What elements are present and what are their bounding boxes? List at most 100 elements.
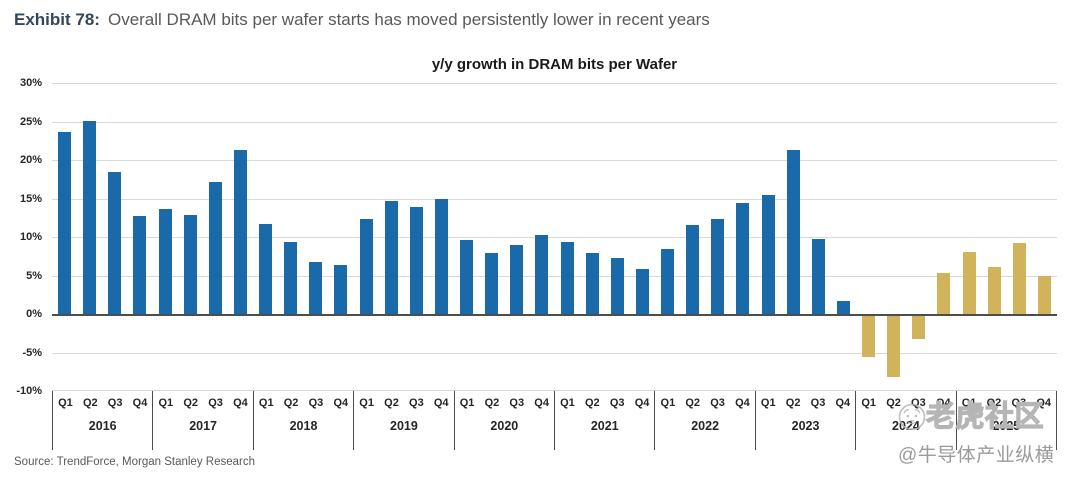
x-tick-label: Q4 — [333, 397, 349, 409]
x-tick-label: Q2 — [986, 397, 1002, 409]
x-tick-label: Q2 — [685, 397, 701, 409]
gridline — [52, 198, 1057, 200]
x-tick-label: Q1 — [861, 397, 877, 409]
x-tick-label: Q1 — [459, 397, 475, 409]
x-tick-label: Q1 — [58, 397, 73, 409]
year-group-2021: Q1 Q2 Q3 Q4 2021 — [554, 391, 654, 450]
year-label: 2020 — [490, 419, 519, 433]
gridline — [52, 352, 1057, 354]
year-label: 2022 — [691, 419, 720, 433]
bar-2024-Q1 — [862, 316, 876, 357]
x-tick-label: Q1 — [760, 397, 776, 409]
year-group-2023: Q1 Q2 Q3 Q4 2023 — [754, 391, 855, 450]
bar-2019-Q1 — [359, 218, 373, 314]
y-axis-label: 25% — [19, 115, 42, 128]
year-group-2018: Q1 Q2 Q3 Q4 2018 — [252, 391, 353, 450]
y-axis-label: 20% — [19, 154, 42, 166]
bar-2021-Q2 — [585, 253, 599, 314]
bar-2025-Q1 — [962, 251, 976, 314]
x-tick-label: Q4 — [534, 397, 549, 409]
x-tick-label: Q2 — [384, 397, 399, 409]
x-tick-label: Q3 — [208, 397, 223, 409]
exhibit-title: Overall DRAM bits per wafer starts has m… — [107, 10, 710, 29]
quarter-labels-row: Q1 Q2 Q3 Q4 — [856, 397, 955, 409]
x-tick-label: Q3 — [1011, 397, 1027, 409]
x-tick-label: Q4 — [1036, 397, 1051, 409]
x-tick-label: Q3 — [308, 397, 324, 409]
y-axis-label: -5% — [22, 346, 42, 359]
chart-title: y/y growth in DRAM bits per Wafer — [431, 56, 678, 73]
year-label: 2021 — [590, 419, 619, 433]
quarter-labels-row: Q1 Q2 Q3 Q4 — [354, 397, 453, 409]
gridline — [52, 121, 1057, 123]
y-axis-label: 5% — [26, 269, 42, 282]
y-axis-label: 10% — [19, 231, 42, 243]
bar-2021-Q3 — [610, 257, 624, 314]
x-tick-label: Q2 — [82, 397, 98, 409]
bar-2017-Q4 — [233, 149, 247, 314]
x-tick-label: Q4 — [132, 397, 148, 409]
x-tick-label: Q2 — [183, 397, 199, 409]
bar-2019-Q2 — [384, 200, 398, 314]
quarter-labels-row: Q1 Q2 Q3 Q4 — [655, 397, 754, 409]
quarter-labels-row: Q1 Q2 Q3 Q4 — [957, 397, 1056, 409]
source-note: Source: TrendForce, Morgan Stanley Resea… — [14, 456, 255, 468]
bar-2022-Q2 — [686, 224, 700, 314]
x-tick-label: Q2 — [484, 397, 500, 409]
year-group-2017: Q1 Q2 Q3 Q4 2017 — [152, 391, 252, 450]
gridline — [52, 160, 1057, 161]
bar-2022-Q4 — [736, 203, 750, 314]
y-axis-label: -10% — [16, 385, 42, 397]
bar-2023-Q4 — [836, 300, 850, 314]
x-tick-label: Q4 — [735, 397, 750, 409]
x-tick-label: Q2 — [886, 397, 901, 409]
quarter-labels-row: Q1 Q2 Q3 Q4 — [254, 397, 353, 409]
year-group-2025: Q1 Q2 Q3 Q4 2025 — [955, 391, 1058, 450]
year-label: 2023 — [791, 419, 820, 433]
bar-2022-Q1 — [661, 249, 675, 314]
x-tick-label: Q3 — [609, 397, 625, 409]
quarter-labels-row: Q1 Q2 Q3 Q4 — [455, 397, 554, 409]
year-label: 2024 — [892, 419, 920, 433]
bar-2018-Q4 — [334, 265, 348, 314]
bar-2021-Q4 — [635, 269, 649, 314]
x-tick-label: Q4 — [935, 397, 951, 409]
bar-2023-Q3 — [811, 239, 825, 314]
bar-2019-Q4 — [434, 199, 448, 314]
bar-2016-Q2 — [83, 120, 97, 314]
zero-line — [52, 314, 1057, 316]
x-axis: Q1 Q2 Q3 Q4 2016 Q1 Q2 Q3 Q4 2017 Q1 Q2 Q3 Q4 2018 Q1 Q2… — [52, 391, 1058, 450]
x-tick-label: Q3 — [509, 397, 525, 409]
x-tick-label: Q1 — [158, 397, 174, 409]
x-tick-label: Q3 — [107, 397, 123, 409]
plot-area — [52, 83, 1057, 391]
bar-2020-Q2 — [485, 253, 499, 314]
x-tick-label: Q1 — [560, 397, 575, 409]
x-tick-label: Q3 — [810, 397, 826, 409]
x-tick-label: Q2 — [283, 397, 299, 409]
gridline — [52, 275, 1057, 277]
gridline — [52, 237, 1057, 238]
exhibit-header: Exhibit 78: Overall DRAM bits per wafer s… — [14, 10, 710, 30]
x-tick-label: Q1 — [961, 397, 977, 409]
x-tick-label: Q1 — [660, 397, 676, 409]
bar-2017-Q2 — [183, 214, 197, 314]
bar-2024-Q3 — [912, 316, 926, 340]
y-axis-label: 0% — [26, 308, 42, 320]
bar-2017-Q3 — [208, 182, 222, 314]
bar-2025-Q4 — [1037, 275, 1051, 314]
y-axis-label: 15% — [19, 192, 42, 205]
bar-2021-Q1 — [560, 241, 574, 314]
bar-2020-Q1 — [460, 240, 474, 314]
x-tick-label: Q4 — [634, 397, 650, 409]
bar-2023-Q2 — [786, 149, 800, 314]
quarter-labels-row: Q1 Q2 Q3 Q4 — [153, 397, 252, 409]
bar-2025-Q3 — [1012, 243, 1026, 314]
year-group-2019: Q1 Q2 Q3 Q4 2019 — [353, 391, 453, 450]
x-tick-label: Q1 — [359, 397, 374, 409]
bar-2023-Q1 — [761, 195, 775, 314]
x-tick-label: Q1 — [258, 397, 274, 409]
bar-2024-Q2 — [887, 316, 901, 377]
x-tick-label: Q2 — [785, 397, 801, 409]
